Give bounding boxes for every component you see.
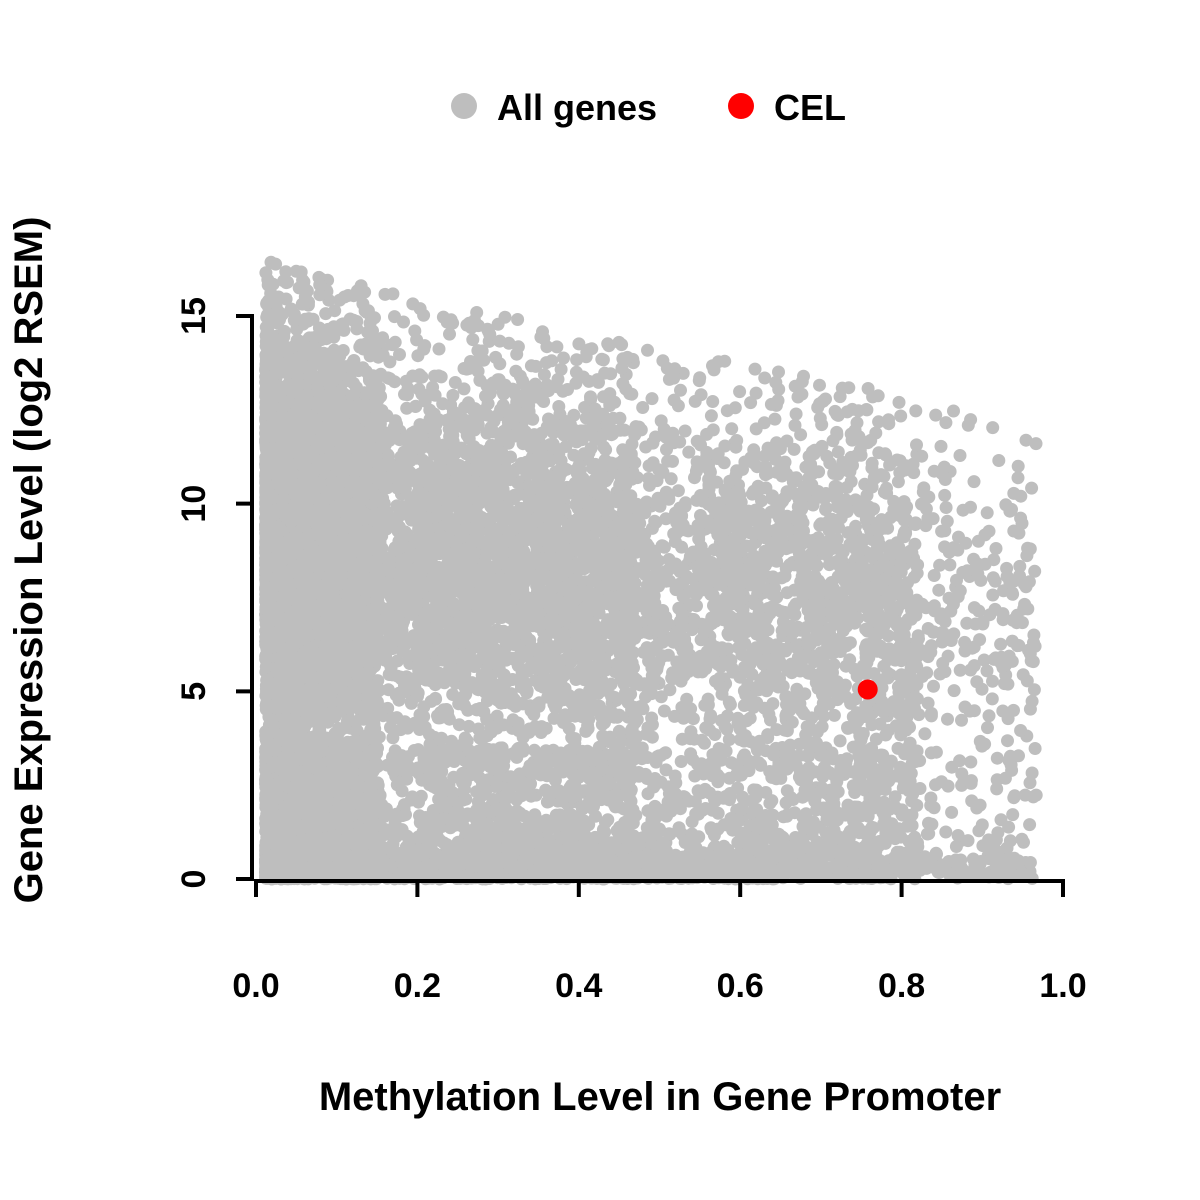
y-tick-label: 10 <box>175 485 213 523</box>
x-tick-label: 0.6 <box>717 967 764 1005</box>
x-tick-label: 0.4 <box>555 967 602 1005</box>
legend-label-cel: CEL <box>774 87 846 128</box>
legend-label-all-genes: All genes <box>497 87 657 128</box>
x-tick-label: 1.0 <box>1039 967 1086 1005</box>
x-tick-label: 0.0 <box>232 967 279 1005</box>
data-points-all-genes <box>259 255 1043 886</box>
y-axis-title: Gene Expression Level (log2 RSEM) <box>7 217 51 904</box>
data-point-cel <box>857 679 878 700</box>
y-axis-line <box>236 314 254 881</box>
y-tick-label: 0 <box>175 870 213 889</box>
legend-marker-all-genes <box>451 93 477 119</box>
y-tick-label: 5 <box>175 682 213 701</box>
cel-marker <box>857 679 878 700</box>
x-axis: 0.0 0.2 0.4 0.6 0.8 1.0 Methylation Level in … <box>232 879 1087 1119</box>
x-axis-title: Methylation Level in Gene Promoter <box>319 1075 1001 1119</box>
x-tick-label: 0.2 <box>394 967 441 1005</box>
legend-marker-cel <box>728 93 754 119</box>
legend: All genes CEL <box>451 87 846 128</box>
y-axis: 0 5 10 15 Gene Expression Level (log2 RSEM) <box>7 217 254 904</box>
y-tick-label: 15 <box>175 297 213 335</box>
x-tick-label: 0.8 <box>878 967 925 1005</box>
x-axis-line <box>254 879 1065 897</box>
